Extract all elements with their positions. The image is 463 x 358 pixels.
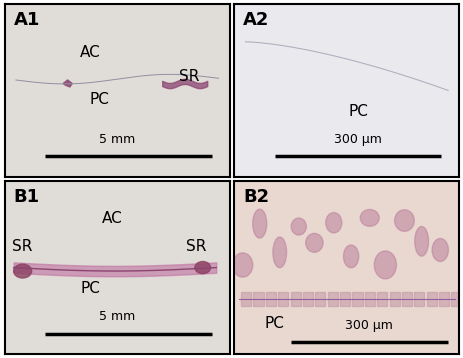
Bar bbox=[277, 292, 288, 306]
Bar bbox=[376, 292, 387, 306]
Bar bbox=[438, 292, 448, 306]
Bar bbox=[352, 292, 362, 306]
Bar bbox=[364, 292, 374, 306]
Text: PC: PC bbox=[264, 316, 284, 331]
Bar bbox=[339, 292, 350, 306]
Bar bbox=[290, 292, 300, 306]
Ellipse shape bbox=[431, 238, 447, 261]
Text: SR: SR bbox=[13, 239, 33, 254]
Text: 5 mm: 5 mm bbox=[99, 133, 135, 146]
Bar bbox=[413, 292, 424, 306]
Ellipse shape bbox=[305, 233, 322, 252]
Bar bbox=[327, 292, 337, 306]
Circle shape bbox=[194, 261, 210, 274]
Text: B2: B2 bbox=[243, 188, 269, 206]
Text: B1: B1 bbox=[13, 188, 40, 206]
Bar bbox=[401, 292, 411, 306]
Ellipse shape bbox=[272, 237, 286, 268]
Ellipse shape bbox=[359, 209, 378, 226]
Circle shape bbox=[13, 264, 31, 278]
Text: 300 μm: 300 μm bbox=[344, 319, 393, 332]
Bar bbox=[450, 292, 461, 306]
Ellipse shape bbox=[414, 226, 428, 256]
Polygon shape bbox=[63, 80, 72, 87]
Bar bbox=[389, 292, 399, 306]
Text: PC: PC bbox=[80, 281, 100, 296]
Ellipse shape bbox=[343, 245, 358, 268]
Text: 5 mm: 5 mm bbox=[99, 310, 135, 323]
Ellipse shape bbox=[232, 253, 252, 277]
Text: SR: SR bbox=[179, 69, 199, 84]
Ellipse shape bbox=[394, 210, 413, 231]
Ellipse shape bbox=[374, 251, 395, 279]
Ellipse shape bbox=[325, 213, 341, 233]
Text: PC: PC bbox=[89, 92, 109, 107]
Text: SR: SR bbox=[185, 239, 206, 254]
Text: AC: AC bbox=[80, 45, 100, 60]
Bar bbox=[265, 292, 275, 306]
Bar bbox=[426, 292, 436, 306]
Text: PC: PC bbox=[347, 104, 367, 119]
Text: AC: AC bbox=[102, 212, 123, 227]
Bar bbox=[253, 292, 263, 306]
Bar bbox=[302, 292, 313, 306]
Bar bbox=[240, 292, 250, 306]
Text: 300 μm: 300 μm bbox=[333, 133, 381, 146]
Text: A1: A1 bbox=[13, 10, 40, 29]
Ellipse shape bbox=[291, 218, 306, 235]
Bar bbox=[315, 292, 325, 306]
Text: A2: A2 bbox=[243, 10, 269, 29]
Ellipse shape bbox=[252, 209, 266, 238]
